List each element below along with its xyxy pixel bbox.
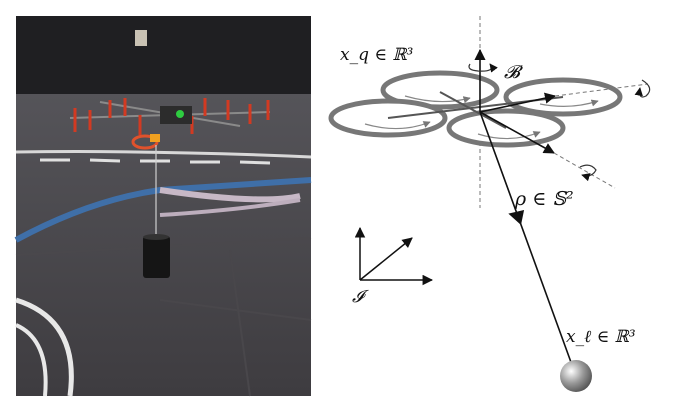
cable (479, 111, 577, 377)
inertial-frame-axes (354, 226, 434, 286)
inertial-frame-label: 𝓘 (352, 287, 369, 307)
experiment-photo (14, 16, 312, 397)
body-frame-axes (468, 48, 651, 189)
payload-sphere (560, 360, 592, 392)
body-frame-label: 𝓑 (504, 62, 523, 83)
load-position-label: x_ℓ ∈ ℝ³ (566, 327, 636, 347)
rotor-back (380, 70, 500, 110)
quad-position-label: x_q ∈ ℝ³ (340, 45, 413, 65)
payload-photo (143, 236, 170, 278)
wall-outlet (135, 30, 147, 46)
schematic: x_q ∈ ℝ³ 𝓑 ρ ∈ 𝕊² 𝓘 x_ℓ ∈ ℝ³ (328, 16, 651, 392)
quadrotor-photo (69, 98, 271, 150)
cable-direction-label: ρ ∈ 𝕊² (514, 188, 574, 210)
